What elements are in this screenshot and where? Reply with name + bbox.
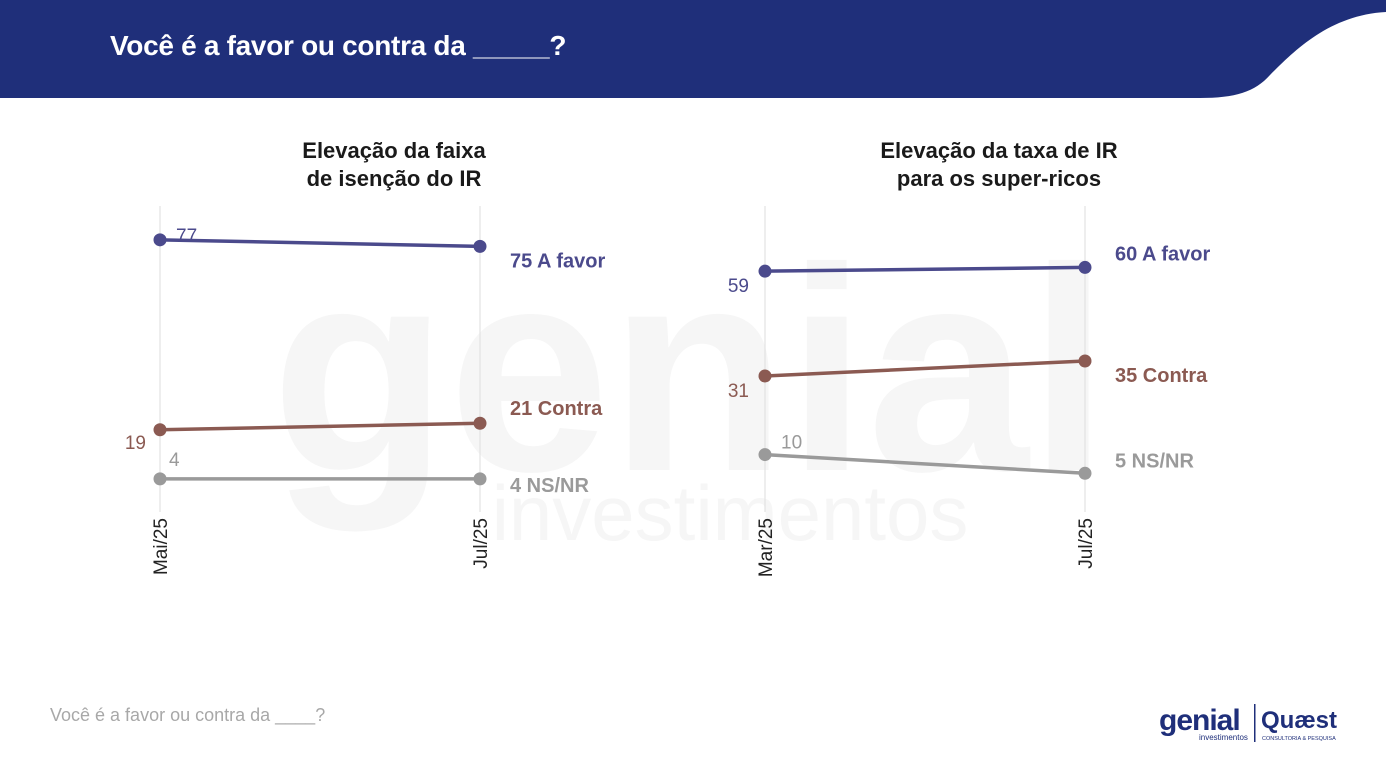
chart1-title-line2: de isenção do IR (306, 166, 482, 191)
chart2-end-label-a-favor: 60 A favor (1115, 243, 1210, 265)
chart1-start-label-a-favor: 77 (176, 226, 197, 247)
watermark-subword: investimentos (492, 469, 969, 550)
chart1-title-line1: Elevação da faixa (302, 138, 486, 163)
chart1-end-label-ns-nr: 4 NS/NR (510, 475, 589, 497)
chart2-point-ns-nr-1 (758, 448, 772, 462)
logos: genial investimentos Quæst CONSULTORIA &… (1159, 704, 1337, 742)
page-title: Você é a favor ou contra da _____? (110, 30, 567, 61)
chart1-point-contra-2 (473, 416, 487, 430)
chart1-x-tick-label-1: Mai/25 (151, 518, 172, 575)
chart1-end-label-contra: 21 Contra (510, 398, 603, 420)
quaest-logo: Quæst (1261, 707, 1337, 734)
chart1-point-ns-nr-1 (153, 472, 167, 486)
footer-text: Você é a favor ou contra da ____? (50, 705, 326, 725)
logo-divider (1254, 704, 1256, 742)
chart2-series-line-contra (764, 359, 1086, 378)
chart2-end-label-ns-nr: 5 NS/NR (1115, 450, 1194, 472)
genial-logo-sub: investimentos (1199, 733, 1248, 742)
chart1-point-a-favor-2 (473, 239, 487, 253)
chart2-series-line-ns-nr (764, 452, 1086, 476)
quaest-logo-sub: CONSULTORIA & PESQUISA (1262, 736, 1336, 742)
chart1: Mai/25 Jul/25 77 75 A favor 19 21 Contra 4 4 NS… (125, 206, 605, 575)
chart1-series-line-contra (159, 421, 481, 432)
watermark: genial investimentos (271, 230, 1109, 550)
chart1-start-label-ns-nr: 4 (169, 450, 180, 471)
chart1-x-tick-label-2: Jul/25 (471, 518, 492, 569)
chart2-point-ns-nr-2 (1078, 466, 1092, 480)
chart2-point-contra-1 (758, 369, 772, 383)
header-background (0, 0, 1386, 98)
chart1-title: Elevação da faixa de isenção do IR (194, 137, 594, 193)
chart1-series-line-a-favor (159, 238, 481, 249)
chart1-point-contra-1 (153, 423, 167, 437)
chart2-x-tick-label-2: Jul/25 (1076, 518, 1097, 569)
header-band (0, 0, 1386, 98)
chart1-point-ns-nr-2 (473, 472, 487, 486)
chart2-series-line-a-favor (764, 265, 1086, 273)
chart1-start-label-contra: 19 (125, 433, 146, 454)
chart1-point-a-favor-1 (153, 233, 167, 247)
chart2-start-label-ns-nr: 10 (781, 433, 802, 454)
chart2-title-line1: Elevação da taxa de IR (880, 138, 1118, 163)
chart2-point-a-favor-1 (758, 264, 772, 278)
chart1-end-label-a-favor: 75 A favor (510, 250, 605, 272)
watermark-word: genial (271, 230, 1109, 533)
chart2-title: Elevação da taxa de IR para os super-ric… (799, 137, 1199, 193)
chart2-start-label-a-favor: 59 (728, 276, 749, 297)
chart2-x-tick-label-1: Mar/25 (756, 518, 777, 577)
chart2-end-label-contra: 35 Contra (1115, 365, 1208, 387)
chart2-title-line2: para os super-ricos (896, 166, 1102, 191)
genial-logo: genial (1159, 704, 1240, 737)
chart2: Mar/25 Jul/25 59 60 A favor 31 35 Contra 10 5 N… (728, 206, 1210, 577)
chart2-start-label-contra: 31 (728, 381, 749, 402)
chart2-point-contra-2 (1078, 354, 1092, 368)
chart2-point-a-favor-2 (1078, 260, 1092, 274)
